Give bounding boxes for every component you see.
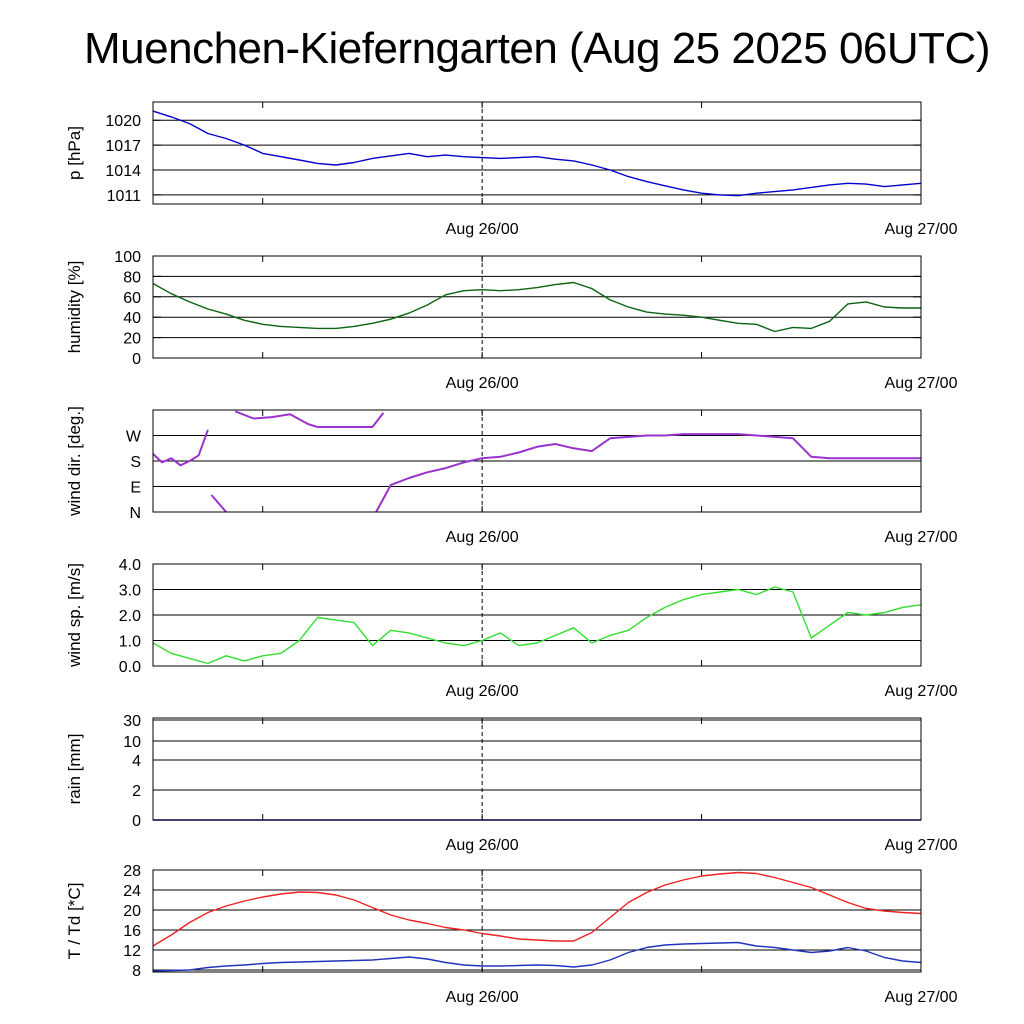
humidity-frame	[152, 255, 922, 359]
wind-speed-ytick-label: 0.0	[119, 659, 141, 676]
humidity-ytick-label: 60	[123, 290, 141, 307]
rain-ytick-label: 0	[132, 813, 141, 830]
temperature-ytick-label: 8	[132, 963, 141, 980]
humidity-ytick-label: 100	[114, 249, 141, 266]
wind-speed-xtick-label: Aug 27/00	[885, 683, 958, 700]
humidity-axis-title: humidity [%]	[65, 261, 84, 354]
rain-ytick-label: 2	[132, 783, 141, 800]
pressure-series-line	[152, 110, 922, 197]
wind-speed-ytick-label: 2.0	[119, 608, 141, 625]
humidity-ytick-label: 80	[123, 269, 141, 286]
wind-speed-axis-title: wind sp. [m/s]	[65, 563, 84, 668]
temperature-frame	[152, 869, 922, 973]
temperature-ytick-label: 28	[123, 863, 141, 880]
wind-direction-ytick-label: W	[126, 429, 142, 446]
wind-direction-series-segment	[234, 410, 385, 428]
pressure-ytick-label: 1011	[107, 188, 142, 205]
wind-direction-series-segment	[210, 494, 227, 513]
rain-xtick-label: Aug 27/00	[885, 837, 958, 854]
pressure-axis-title: p [hPa]	[65, 126, 84, 180]
temperature-series-line	[152, 871, 922, 947]
humidity-xtick-label: Aug 27/00	[885, 375, 958, 392]
pressure-frame	[152, 101, 922, 205]
temperature-ytick-label: 12	[123, 943, 141, 960]
wind-direction-xtick-label: Aug 26/00	[446, 529, 519, 546]
rain-axis-title: rain [mm]	[65, 734, 84, 805]
wind-direction-axis-title: wind dir. [deg.]	[65, 406, 84, 517]
page-title: Muenchen-Kieferngarten (Aug 25 2025 06UT…	[84, 24, 991, 73]
humidity-ytick-label: 40	[123, 310, 141, 327]
pressure-ytick-label: 1020	[105, 113, 141, 130]
wind-direction-series-segment	[152, 429, 209, 467]
temperature-ytick-label: 20	[123, 903, 141, 920]
wind-direction-series-segment	[375, 433, 921, 513]
wind-speed-ytick-label: 3.0	[119, 583, 141, 600]
rain-ytick-label: 4	[132, 753, 141, 770]
humidity-xtick-label: Aug 26/00	[446, 375, 519, 392]
wind-direction-frame	[152, 409, 922, 513]
wind-speed-frame	[152, 563, 922, 667]
wind-direction-ytick-label: E	[130, 480, 141, 497]
humidity-series-line	[152, 281, 921, 333]
wind-speed-ytick-label: 4.0	[119, 557, 141, 574]
rain-ytick-label: 10	[123, 734, 141, 751]
wind-direction-ytick-label: S	[130, 454, 141, 471]
rain-frame	[152, 717, 922, 821]
pressure-xtick-label: Aug 27/00	[885, 221, 958, 238]
humidity-ytick-label: 0	[132, 351, 141, 368]
temperature-xtick-label: Aug 26/00	[446, 989, 519, 1006]
temperature-series-line	[152, 941, 922, 972]
pressure-xtick-label: Aug 26/00	[446, 221, 519, 238]
humidity-ytick-label: 20	[123, 331, 141, 348]
temperature-ytick-label: 24	[123, 883, 141, 900]
wind-direction-ytick-label: N	[129, 505, 141, 522]
wind-speed-series-line	[152, 586, 922, 665]
rain-xtick-label: Aug 26/00	[446, 837, 519, 854]
temperature-xtick-label: Aug 27/00	[885, 989, 958, 1006]
rain-ytick-label: 30	[123, 713, 141, 730]
wind-speed-xtick-label: Aug 26/00	[446, 683, 519, 700]
pressure-ytick-label: 1017	[105, 138, 141, 155]
wind-speed-ytick-label: 1.0	[119, 634, 141, 651]
pressure-ytick-label: 1014	[105, 163, 141, 180]
temperature-axis-title: T / Td [*C]	[65, 883, 84, 960]
temperature-ytick-label: 16	[123, 923, 141, 940]
wind-direction-xtick-label: Aug 27/00	[885, 529, 958, 546]
